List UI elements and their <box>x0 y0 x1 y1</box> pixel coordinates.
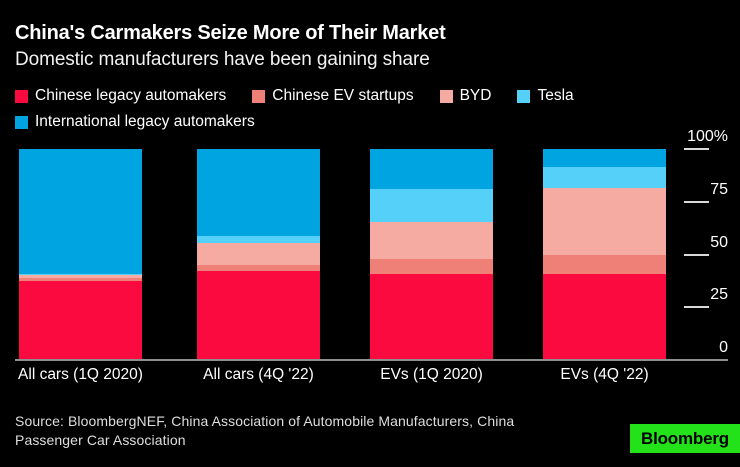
bar-segment <box>197 242 320 266</box>
category-label-2: All cars (4Q '22) <box>203 366 314 383</box>
legend-label: Chinese legacy automakers <box>35 87 227 104</box>
legend-item-4: Tesla <box>517 87 574 105</box>
plot-area <box>15 149 668 360</box>
bloomberg-logo: Bloomberg <box>630 424 740 453</box>
bar-segment <box>197 149 320 236</box>
legend-label: BYD <box>459 87 492 104</box>
legend-swatch-icon <box>15 89 28 103</box>
legend-label: Tesla <box>537 87 574 104</box>
y-axis-tick-label: 50 <box>710 233 728 251</box>
bar-segment <box>543 273 666 360</box>
bar-segment <box>370 189 493 222</box>
page-subtitle: Domestic manufacturers have been gaining… <box>15 49 430 70</box>
source-line-2: Passenger Car Association <box>15 431 186 448</box>
bar-segment <box>543 149 666 167</box>
bar-segment <box>19 280 142 360</box>
category-label-1: All cars (1Q 2020) <box>18 366 143 383</box>
stacked-bar-1 <box>19 149 142 360</box>
legend-item-3: BYD <box>439 87 492 105</box>
y-axis-tick-label: 100% <box>687 128 728 145</box>
legend-label: International legacy automakers <box>35 113 255 130</box>
legend-item-2: Chinese EV startups <box>252 87 414 105</box>
y-axis-tick-dash <box>684 306 709 309</box>
bar-segment <box>19 274 142 278</box>
bar-segment <box>543 188 666 255</box>
category-label-3: EVs (1Q 2020) <box>380 366 483 383</box>
legend-item-5: International legacy automakers <box>15 113 255 131</box>
y-axis-tick-dash <box>684 148 709 150</box>
bar-segment <box>370 221 493 259</box>
legend-swatch-icon <box>252 89 266 103</box>
legend-item-1: Chinese legacy automakers <box>15 87 226 105</box>
stacked-bar-4 <box>543 149 666 360</box>
legend-swatch-icon <box>517 89 531 103</box>
bar-segment <box>543 254 666 274</box>
bar-segment <box>197 271 320 360</box>
source-line-1: Source: BloombergNEF, China Association … <box>15 413 515 429</box>
y-axis-tick-label: 0 <box>719 339 728 356</box>
category-label-4: EVs (4Q '22) <box>560 366 649 383</box>
stacked-bar-2 <box>197 149 320 360</box>
bar-segment <box>370 258 493 274</box>
bar-segment <box>19 273 142 275</box>
x-axis-baseline <box>15 359 728 361</box>
source-text: Source: BloombergNEF, China Association … <box>15 412 514 449</box>
bar-segment <box>370 273 493 360</box>
bar-segment <box>19 149 142 274</box>
bar-segment <box>197 265 320 272</box>
y-axis-tick-label: 25 <box>710 286 728 304</box>
bar-segment <box>19 277 142 281</box>
bar-segment <box>543 166 666 189</box>
legend-swatch-icon <box>439 89 453 103</box>
y-axis-tick-label: 75 <box>710 180 728 198</box>
page-title: China's Carmakers Seize More of Their Ma… <box>15 22 446 44</box>
y-axis-tick-dash <box>684 200 709 203</box>
bar-segment <box>197 235 320 243</box>
y-axis-tick-dash <box>684 253 709 256</box>
bar-segment <box>370 149 493 190</box>
stacked-bar-3 <box>370 149 493 360</box>
legend-label: Chinese EV startups <box>272 87 414 104</box>
legend-swatch-icon <box>15 115 28 129</box>
chart-legend: Chinese legacy automakers Chinese EV star… <box>15 87 655 131</box>
